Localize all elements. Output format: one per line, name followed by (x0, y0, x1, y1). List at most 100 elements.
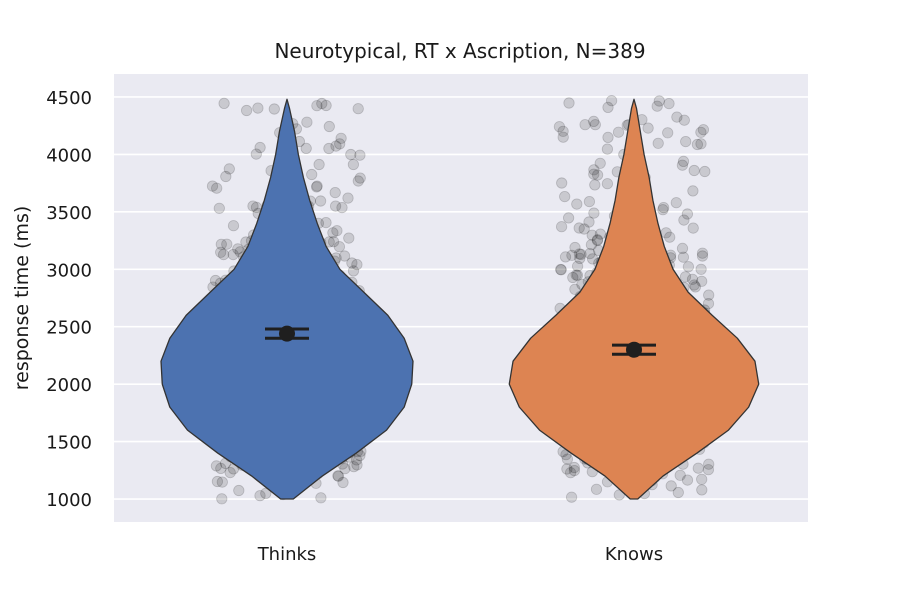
jitter-point (588, 207, 600, 219)
jitter-point (268, 103, 280, 115)
y-tick-label: 2500 (46, 318, 92, 339)
x-tick-labels: Thinks Knows (257, 544, 663, 565)
jitter-point (672, 486, 684, 499)
jitter-point (331, 225, 343, 237)
jitter-point (696, 247, 709, 259)
jitter-point (678, 214, 690, 226)
jitter-point (320, 99, 332, 112)
jitter-point (686, 273, 699, 285)
jitter-point (695, 126, 707, 138)
jitter-point (670, 197, 682, 209)
jitter-point (210, 460, 222, 472)
jitter-point (652, 137, 664, 149)
jitter-point (594, 228, 607, 240)
jitter-point (676, 159, 689, 171)
jitter-point (651, 100, 663, 112)
jitter-point (233, 484, 245, 497)
jitter-point (254, 490, 266, 502)
jitter-point (688, 279, 700, 291)
jitter-point (689, 281, 702, 293)
jitter-point (571, 198, 583, 210)
jitter-point (574, 252, 586, 264)
y-tick-labels: 1000 1500 2000 2500 3000 3500 4000 4500 (46, 88, 92, 511)
jitter-point (332, 470, 344, 482)
jitter-point (566, 249, 578, 261)
jitter-point (300, 142, 312, 154)
jitter-point (692, 462, 704, 474)
jitter-point (555, 263, 567, 276)
jitter-point (594, 157, 606, 169)
jitter-point (218, 249, 230, 261)
jitter-point (681, 474, 694, 486)
jitter-point (569, 283, 581, 295)
jitter-point (586, 253, 599, 265)
x-tick-label: Knows (605, 544, 663, 565)
jitter-point (573, 248, 586, 260)
jitter-point (575, 248, 587, 260)
jitter-point (333, 241, 345, 253)
jitter-point (221, 238, 233, 250)
jitter-point (343, 232, 355, 244)
jitter-point (653, 95, 665, 107)
jitter-point (569, 241, 581, 254)
jitter-point (345, 148, 357, 161)
jitter-point (662, 127, 674, 139)
jitter-point (568, 461, 580, 474)
jitter-point (585, 239, 598, 251)
jitter-point (347, 158, 359, 171)
violin-knows (508, 98, 760, 500)
jitter-point (352, 103, 364, 115)
jitter-point (591, 169, 604, 181)
jitter-point (703, 458, 715, 470)
jitter-point (702, 297, 715, 310)
y-tick-label: 3500 (46, 203, 92, 224)
jitter-point (602, 101, 614, 114)
jitter-point (678, 114, 690, 126)
jitter-point (329, 200, 342, 212)
jitter-point (696, 484, 708, 496)
jitter-point (588, 164, 600, 176)
y-tick-label: 1500 (46, 433, 92, 454)
jitter-point (657, 202, 670, 214)
jitter-point (681, 208, 694, 220)
jitter-point (660, 227, 672, 239)
jitter-point (696, 473, 708, 485)
jitter-point (354, 172, 366, 184)
jitter-point (250, 148, 262, 160)
jitter-point (557, 125, 569, 137)
jitter-point (591, 234, 604, 247)
jitter-point (315, 492, 327, 504)
mean-point (626, 341, 642, 358)
jitter-point (697, 124, 710, 136)
jitter-point (553, 121, 566, 133)
jitter-point (316, 97, 328, 110)
jitter-point (589, 179, 601, 191)
jitter-point (232, 243, 244, 255)
jitter-point (677, 251, 690, 263)
jitter-point (311, 180, 323, 192)
jitter-point (206, 180, 219, 192)
jitter-point (215, 246, 227, 258)
jitter-point (602, 131, 614, 143)
jitter-point (568, 464, 581, 477)
x-tick-label: Thinks (257, 544, 317, 565)
jitter-point (588, 168, 600, 180)
jitter-point (612, 126, 625, 138)
jitter-point (589, 119, 601, 131)
jitter-point (561, 453, 574, 465)
jitter-point (671, 111, 683, 123)
jitter-point (687, 222, 699, 234)
jitter-point (337, 476, 349, 489)
jitter-point (664, 231, 676, 243)
jitter-point (211, 182, 223, 194)
jitter-point (323, 120, 335, 133)
jitter-point (254, 141, 266, 154)
jitter-point (691, 138, 704, 151)
jitter-point (676, 242, 689, 254)
jitter-point (677, 155, 690, 167)
jitter-point (665, 480, 677, 492)
jitter-point (211, 475, 223, 488)
jitter-point (555, 264, 567, 276)
jitter-point (679, 271, 692, 283)
y-axis-label: response time (ms) (11, 206, 33, 391)
